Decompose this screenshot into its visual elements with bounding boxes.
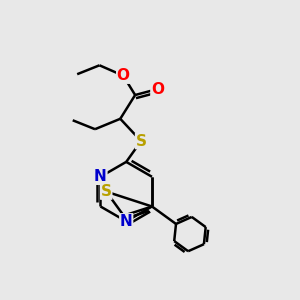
- Text: S: S: [136, 134, 147, 148]
- Text: N: N: [94, 169, 107, 184]
- Text: N: N: [120, 214, 133, 229]
- Text: O: O: [151, 82, 164, 97]
- Text: O: O: [117, 68, 130, 83]
- Text: S: S: [101, 184, 112, 199]
